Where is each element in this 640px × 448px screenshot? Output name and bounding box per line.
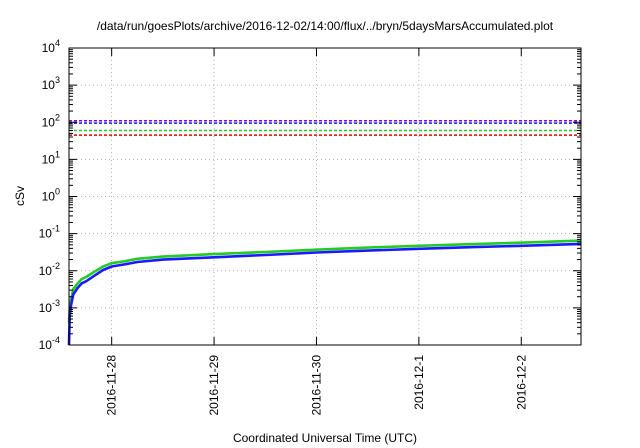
grid: [69, 48, 581, 345]
y-tick-label: 10-4: [39, 335, 60, 352]
y-tick-label: 103: [42, 75, 60, 92]
series-lines: [67, 239, 582, 346]
y-tick-label: 10-2: [39, 261, 60, 278]
y-tick-label: 10-3: [39, 298, 60, 315]
x-tick-label: 2016-12-1: [412, 355, 426, 410]
series-line: [67, 239, 582, 323]
x-tick-label: 2016-12-2: [514, 355, 528, 410]
y-tick-label: 100: [42, 187, 60, 204]
axis-ticks: [69, 47, 581, 346]
y-tick-label: 101: [42, 149, 60, 166]
x-tick-label: 2016-11-29: [207, 355, 221, 416]
x-tick-label: 2016-11-30: [309, 355, 323, 416]
y-tick-label: 104: [42, 38, 60, 55]
x-tick-labels: 2016-11-28 2016-11-29 2016-11-30 2016-12-1 2…: [105, 355, 529, 416]
reference-lines: [69, 119, 581, 136]
y-tick-labels: 10-4 10-3 10-2 10-1 100 101 102 103 104: [39, 38, 60, 352]
x-axis-label: Coordinated Universal Time (UTC): [233, 431, 417, 445]
y-axis-label: cSv: [13, 186, 27, 206]
y-tick-label: 10-1: [39, 224, 60, 241]
x-tick-label: 2016-11-28: [105, 355, 119, 416]
series-line: [67, 242, 582, 346]
y-tick-label: 102: [42, 112, 60, 129]
chart-title: /data/run/goesPlots/archive/2016-12-02/1…: [97, 19, 554, 33]
